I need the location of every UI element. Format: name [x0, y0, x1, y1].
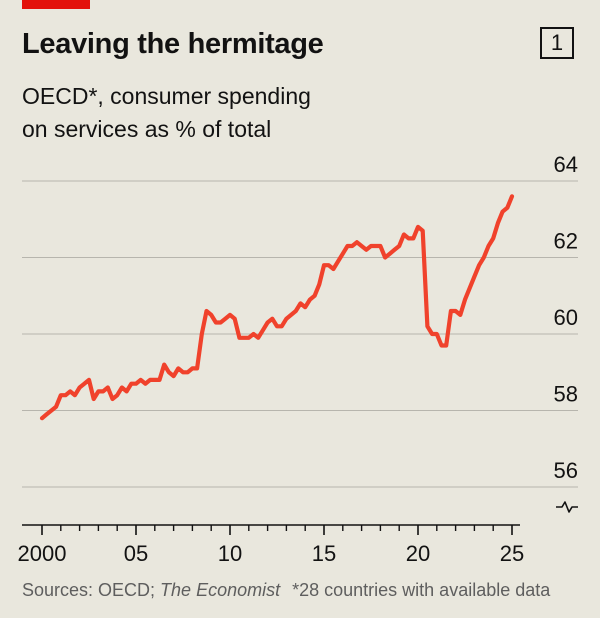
x-tick-label-2015: 15 — [312, 541, 336, 566]
y-axis-break-icon — [556, 501, 578, 513]
x-tick-label-2005: 05 — [124, 541, 148, 566]
axis-break-zigzag — [556, 501, 578, 513]
x-tick-label-2010: 10 — [218, 541, 242, 566]
y-tick-label-62: 62 — [554, 229, 578, 254]
y-tick-label-56: 56 — [554, 458, 578, 483]
x-axis — [22, 524, 520, 535]
accent-bar — [22, 0, 90, 9]
chart-subtitle: OECD*, consumer spending on services as … — [22, 80, 422, 146]
sources-prefix: Sources: OECD; — [22, 580, 161, 600]
footnote: *28 countries with available data — [292, 580, 551, 600]
x-tick-label-2025: 25 — [500, 541, 524, 566]
y-tick-label-64: 64 — [554, 152, 578, 177]
x-tick-label-2020: 20 — [406, 541, 430, 566]
y-tick-label-60: 60 — [554, 305, 578, 330]
y-tick-label-58: 58 — [554, 382, 578, 407]
source-note: Sources: OECD; The Economist *28 countrie… — [22, 580, 550, 601]
chart-number-badge: 1 — [540, 27, 574, 59]
chart-title: Leaving the hermitage — [22, 28, 324, 60]
subtitle-line-2: on services as % of total — [22, 116, 272, 142]
series-line-0 — [39, 194, 515, 421]
x-axis-tick-labels: 2000 05 10 15 20 25 — [18, 541, 525, 566]
y-axis-tick-labels: 56 58 60 62 64 — [554, 152, 578, 483]
sources-publication: The Economist — [160, 580, 281, 600]
subtitle-line-1: OECD*, consumer spending — [22, 83, 311, 109]
x-tick-label-2000: 2000 — [18, 541, 67, 566]
series-layer — [39, 194, 515, 421]
